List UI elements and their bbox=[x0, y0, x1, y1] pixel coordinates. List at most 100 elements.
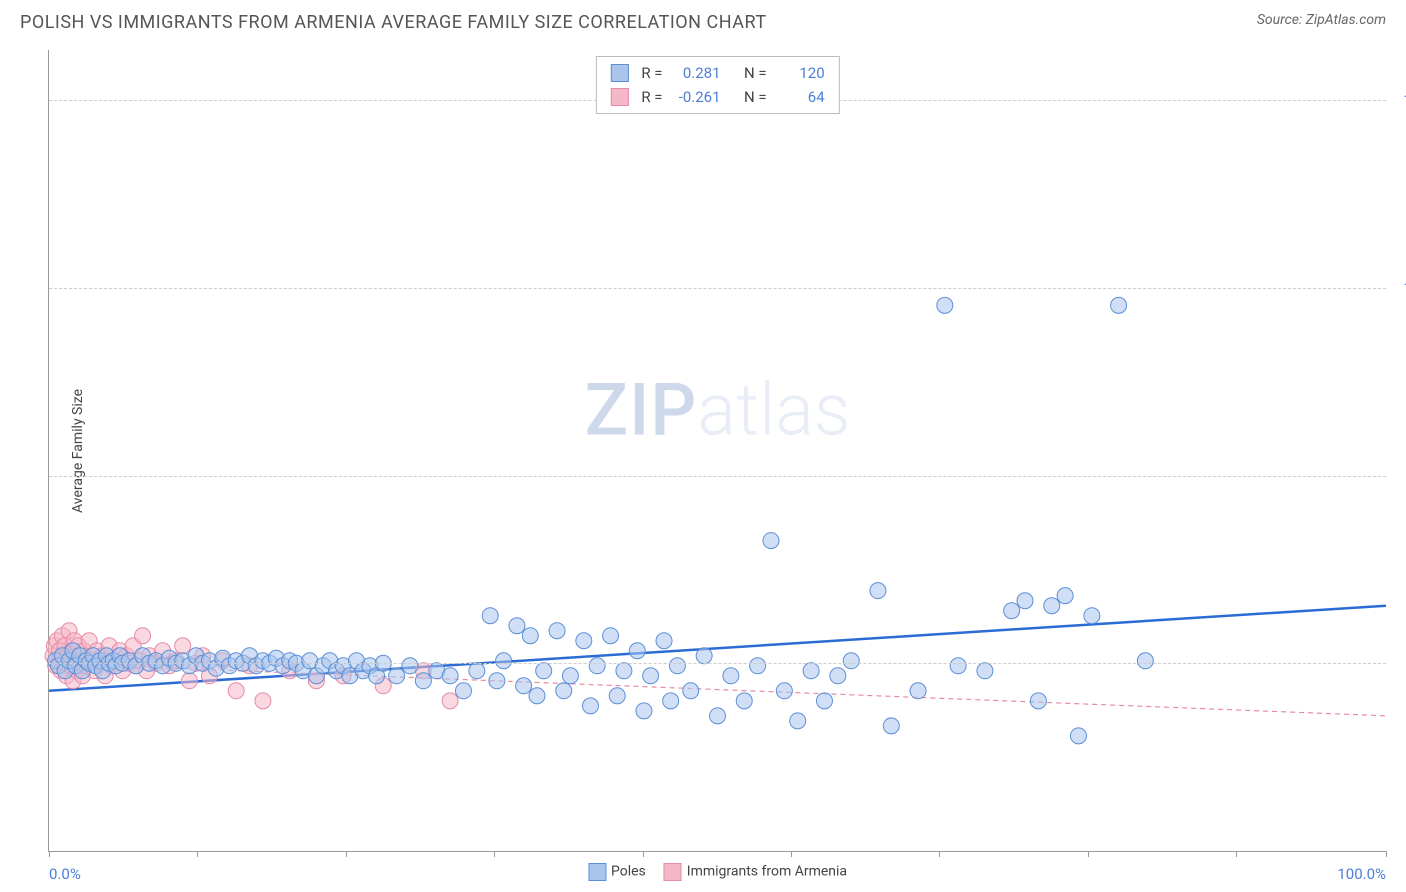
scatter-point bbox=[442, 668, 458, 684]
source-attribution: Source: ZipAtlas.com bbox=[1257, 12, 1386, 28]
swatch-armenia bbox=[610, 88, 628, 106]
swatch-armenia-icon bbox=[664, 863, 682, 881]
scatter-point bbox=[135, 628, 151, 644]
scatter-point bbox=[1017, 593, 1033, 609]
correlation-legend: R = 0.281 N = 120 R = -0.261 N = 64 bbox=[595, 56, 839, 114]
scatter-point bbox=[549, 623, 565, 639]
scatter-point bbox=[228, 683, 244, 699]
legend-row-armenia: R = -0.261 N = 64 bbox=[610, 85, 824, 109]
grid-line bbox=[49, 288, 1386, 289]
scatter-point bbox=[816, 693, 832, 709]
scatter-point bbox=[950, 658, 966, 674]
scatter-point bbox=[415, 673, 431, 689]
scatter-point bbox=[1137, 653, 1153, 669]
legend-label-poles: Poles bbox=[611, 864, 646, 880]
scatter-point bbox=[696, 648, 712, 664]
scatter-point bbox=[175, 638, 191, 654]
source-link[interactable]: ZipAtlas.com bbox=[1306, 12, 1386, 28]
x-tick bbox=[643, 851, 644, 857]
scatter-point bbox=[529, 688, 545, 704]
chart-title: POLISH VS IMMIGRANTS FROM ARMENIA AVERAG… bbox=[20, 12, 767, 33]
n-label: N = bbox=[744, 85, 767, 109]
legend-item-armenia: Immigrants from Armenia bbox=[664, 863, 847, 881]
scatter-point bbox=[750, 658, 766, 674]
scatter-point bbox=[663, 693, 679, 709]
legend-row-poles: R = 0.281 N = 120 bbox=[610, 61, 824, 85]
scatter-point bbox=[181, 673, 197, 689]
scatter-point bbox=[582, 698, 598, 714]
swatch-poles-icon bbox=[588, 863, 606, 881]
n-value-armenia: 64 bbox=[775, 85, 825, 109]
scatter-point bbox=[643, 668, 659, 684]
scatter-point bbox=[1030, 693, 1046, 709]
scatter-point bbox=[522, 628, 538, 644]
scatter-point bbox=[776, 683, 792, 699]
scatter-point bbox=[1044, 598, 1060, 614]
scatter-point bbox=[669, 658, 685, 674]
scatter-point bbox=[830, 668, 846, 684]
r-value-poles: 0.281 bbox=[671, 61, 721, 85]
scatter-point bbox=[763, 533, 779, 549]
scatter-point bbox=[576, 633, 592, 649]
scatter-point bbox=[883, 718, 899, 734]
n-label: N = bbox=[744, 61, 767, 85]
swatch-poles bbox=[610, 64, 628, 82]
r-value-armenia: -0.261 bbox=[671, 85, 721, 109]
scatter-point bbox=[509, 618, 525, 634]
scatter-point bbox=[629, 643, 645, 659]
x-tick bbox=[346, 851, 347, 857]
scatter-point bbox=[790, 713, 806, 729]
x-tick bbox=[791, 851, 792, 857]
x-min-label: 0.0% bbox=[49, 865, 81, 883]
source-prefix: Source: bbox=[1257, 12, 1306, 28]
scatter-point bbox=[656, 633, 672, 649]
x-tick bbox=[1088, 851, 1089, 857]
series-legend: Poles Immigrants from Armenia bbox=[588, 863, 847, 881]
scatter-point bbox=[496, 653, 512, 669]
scatter-point bbox=[616, 663, 632, 679]
scatter-point bbox=[803, 663, 819, 679]
scatter-point bbox=[516, 678, 532, 694]
x-max-label: 100.0% bbox=[1337, 865, 1386, 883]
scatter-point bbox=[910, 683, 926, 699]
scatter-point bbox=[636, 703, 652, 719]
scatter-point bbox=[710, 708, 726, 724]
scatter-point bbox=[402, 658, 418, 674]
x-tick bbox=[49, 851, 50, 857]
x-tick bbox=[1236, 851, 1237, 857]
scatter-point bbox=[556, 683, 572, 699]
scatter-point bbox=[937, 297, 953, 313]
scatter-point bbox=[843, 653, 859, 669]
scatter-point bbox=[255, 693, 271, 709]
scatter-point bbox=[1084, 608, 1100, 624]
scatter-point bbox=[609, 688, 625, 704]
x-tick bbox=[494, 851, 495, 857]
scatter-point bbox=[603, 628, 619, 644]
scatter-point bbox=[469, 663, 485, 679]
x-tick bbox=[197, 851, 198, 857]
legend-item-poles: Poles bbox=[588, 863, 646, 881]
scatter-point bbox=[589, 658, 605, 674]
scatter-point bbox=[482, 608, 498, 624]
scatter-point bbox=[870, 583, 886, 599]
scatter-point bbox=[536, 663, 552, 679]
chart-plot-area: R = 0.281 N = 120 R = -0.261 N = 64 ZIPa… bbox=[48, 50, 1386, 852]
x-tick bbox=[1386, 851, 1387, 857]
scatter-point bbox=[977, 663, 993, 679]
scatter-point bbox=[1004, 603, 1020, 619]
scatter-point bbox=[683, 683, 699, 699]
x-tick bbox=[939, 851, 940, 857]
scatter-point bbox=[736, 693, 752, 709]
scatter-point bbox=[389, 668, 405, 684]
grid-line bbox=[49, 663, 1386, 664]
scatter-point bbox=[1111, 297, 1127, 313]
scatter-point bbox=[1070, 728, 1086, 744]
r-label: R = bbox=[641, 61, 662, 85]
scatter-point bbox=[442, 693, 458, 709]
legend-label-armenia: Immigrants from Armenia bbox=[687, 864, 847, 880]
scatter-point bbox=[455, 683, 471, 699]
scatter-point bbox=[1057, 588, 1073, 604]
scatter-point bbox=[562, 668, 578, 684]
r-label: R = bbox=[641, 85, 662, 109]
n-value-poles: 120 bbox=[775, 61, 825, 85]
